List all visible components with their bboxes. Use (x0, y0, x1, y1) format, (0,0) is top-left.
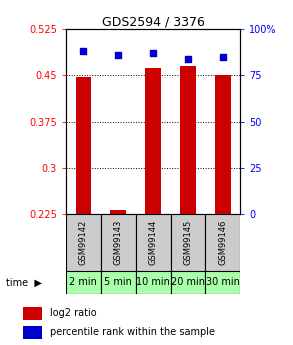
Point (186, 56, 190, 62)
Text: 10 min: 10 min (136, 277, 170, 287)
Text: GSM99145: GSM99145 (183, 220, 193, 265)
Text: 5 min: 5 min (104, 277, 132, 287)
Bar (215, 75, 231, 214)
Bar (110, 210, 126, 214)
Bar (76, 77, 91, 214)
Point (81, 49, 86, 54)
Title: GDS2594 / 3376: GDS2594 / 3376 (102, 15, 205, 28)
Text: GSM99142: GSM99142 (79, 220, 88, 265)
Bar (205, 271, 240, 294)
Text: GSM99143: GSM99143 (114, 220, 123, 265)
Point (220, 54, 225, 60)
Bar (23, 326, 42, 338)
Text: log2 ratio: log2 ratio (50, 308, 96, 318)
Point (151, 51, 155, 56)
Text: 2 min: 2 min (69, 277, 97, 287)
Bar (66, 271, 101, 294)
Text: GSM99144: GSM99144 (149, 220, 158, 265)
Point (116, 52, 121, 58)
Bar (101, 214, 136, 271)
Bar (101, 271, 136, 294)
Text: time  ▶: time ▶ (6, 277, 42, 287)
Bar (23, 307, 42, 319)
Bar (180, 66, 196, 214)
Text: percentile rank within the sample: percentile rank within the sample (50, 327, 215, 337)
Bar (136, 214, 171, 271)
Bar (136, 271, 171, 294)
Bar (171, 214, 205, 271)
Bar (205, 214, 240, 271)
Bar (66, 214, 101, 271)
Text: GSM99146: GSM99146 (218, 220, 227, 265)
Text: 20 min: 20 min (171, 277, 205, 287)
Text: 30 min: 30 min (206, 277, 240, 287)
Bar (171, 271, 205, 294)
Bar (145, 68, 161, 214)
